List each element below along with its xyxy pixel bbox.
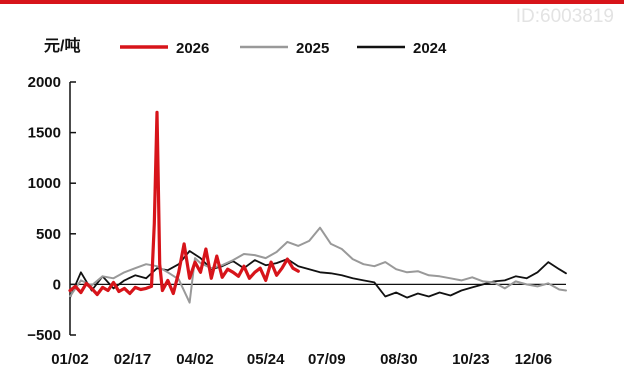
series-line-2024 (69, 250, 567, 299)
x-tick-label: 04/02 (176, 351, 214, 368)
watermark-text: ID:6003819 (515, 6, 614, 27)
series-lines (68, 110, 567, 304)
x-tick-label: 05/24 (247, 351, 285, 368)
series-line-2026 (68, 110, 300, 297)
legend-label-2026: 2026 (176, 40, 209, 57)
x-axis: 01/02 02/17 04/02 05/24 07/09 08/30 10/23 12/06 (51, 351, 552, 368)
x-tick-label: 07/09 (308, 351, 346, 368)
x-tick-label: 10/23 (452, 351, 490, 368)
y-axis: −500 0 500 1000 1500 2000 (27, 74, 76, 344)
series-line-2025 (69, 226, 567, 304)
y-tick-label: 2000 (28, 74, 61, 91)
x-tick-label: 08/30 (380, 351, 418, 368)
y-tick-label: 1500 (28, 125, 61, 142)
y-tick-label: 500 (36, 226, 61, 243)
y-tick-label: 0 (53, 276, 61, 293)
x-tick-label: 01/02 (51, 351, 89, 368)
chart-legend: 2026 2025 2024 (120, 40, 447, 57)
y-axis-unit-label: 元/吨 (44, 38, 81, 55)
x-tick-label: 02/17 (114, 351, 152, 368)
y-tick-label: −500 (27, 327, 61, 344)
x-tick-label: 12/06 (515, 351, 553, 368)
y-tick-label: 1000 (28, 175, 61, 192)
top-accent-rule (0, 0, 624, 4)
legend-label-2025: 2025 (296, 40, 329, 57)
legend-label-2024: 2024 (413, 40, 447, 57)
